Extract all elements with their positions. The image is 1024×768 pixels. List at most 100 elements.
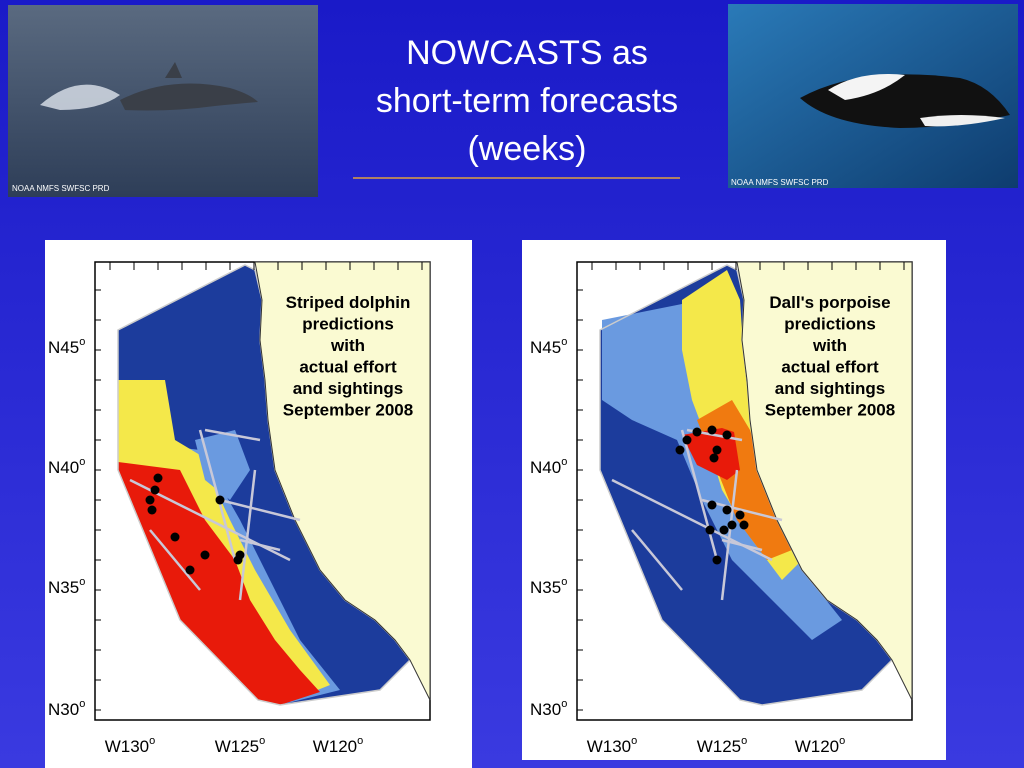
sighting: [735, 510, 745, 520]
title-line: NOWCASTS as: [406, 34, 648, 72]
prediction-zone: [118, 380, 330, 705]
photo: NOAA NMFS SWFSC PRD: [728, 4, 1018, 188]
photo-credit: NOAA NMFS SWFSC PRD: [12, 184, 110, 193]
sighting: [185, 565, 195, 575]
lat-label-text: N30: [530, 700, 561, 719]
lat-label: N45o: [530, 336, 567, 357]
title-line: (weeks): [467, 130, 586, 168]
land: [254, 261, 431, 701]
map-caption: actual effort: [781, 358, 879, 377]
effort-track: [219, 498, 301, 522]
sighting: [707, 425, 717, 435]
degree-mark: o: [79, 336, 85, 348]
map-caption: predictions: [784, 315, 876, 334]
degree-mark: o: [741, 735, 747, 747]
sighting: [719, 525, 729, 535]
sighting: [712, 555, 722, 565]
map-caption: predictions: [302, 315, 394, 334]
lon-label-text: W130: [105, 737, 149, 756]
degree-mark: o: [259, 735, 265, 747]
sighting: [150, 485, 160, 495]
degree-mark: o: [79, 698, 85, 710]
effort-track: [149, 529, 201, 591]
degree-mark: o: [561, 698, 567, 710]
lat-label-text: N40: [530, 458, 561, 477]
degree-mark: o: [631, 735, 637, 747]
effort-track: [680, 429, 719, 561]
sighting: [712, 445, 722, 455]
lat-label: N45o: [48, 336, 85, 357]
map-caption: and sightings: [775, 379, 886, 398]
lat-label: N40o: [530, 456, 567, 477]
lon-label-text: W120: [795, 737, 839, 756]
sighting: [727, 520, 737, 530]
lat-label: N40o: [48, 456, 85, 477]
degree-mark: o: [839, 735, 845, 747]
lat-label-text: N45: [48, 338, 79, 357]
prediction-zone: [682, 428, 740, 480]
photo-credit: NOAA NMFS SWFSC PRD: [731, 178, 829, 187]
map-caption: Dall's porpoise: [769, 293, 890, 312]
lon-label-text: W120: [313, 737, 357, 756]
lat-label: N30o: [48, 698, 85, 719]
sighting: [739, 520, 749, 530]
lon-label: W120o: [313, 735, 364, 756]
prediction-zone: [195, 430, 250, 500]
sighting: [722, 430, 732, 440]
map: Dall's porpoise predictions with actual eff…: [530, 261, 913, 756]
lon-label: W120o: [795, 735, 846, 756]
effort-track: [238, 469, 257, 601]
lon-label-text: W125: [697, 737, 741, 756]
lon-label: W130o: [587, 735, 638, 756]
sighting: [709, 453, 719, 463]
lon-label: W125o: [215, 735, 266, 756]
map-caption: September 2008: [765, 401, 895, 420]
lat-label: N30o: [530, 698, 567, 719]
degree-mark: o: [149, 735, 155, 747]
degree-mark: o: [357, 735, 363, 747]
lon-label: W125o: [697, 735, 748, 756]
lat-label-text: N35: [530, 578, 561, 597]
sighting: [682, 435, 692, 445]
lon-label: W130o: [105, 735, 156, 756]
lat-label-text: N30: [48, 700, 79, 719]
map-caption: actual effort: [299, 358, 397, 377]
map-caption: with: [330, 336, 365, 355]
sighting: [145, 495, 155, 505]
photo: NOAA NMFS SWFSC PRD: [8, 5, 318, 197]
map-caption: and sightings: [293, 379, 404, 398]
sighting: [692, 427, 702, 437]
map: Striped dolphin predictions with actual eff…: [48, 261, 431, 756]
map-caption: with: [812, 336, 847, 355]
lat-label: N35o: [48, 576, 85, 597]
map-caption: Striped dolphin: [286, 293, 411, 312]
sighting: [233, 555, 243, 565]
lon-label-text: W130: [587, 737, 631, 756]
sighting: [153, 473, 163, 483]
map-caption: September 2008: [283, 401, 413, 420]
sighting: [722, 505, 732, 515]
title-line: short-term forecasts: [376, 82, 678, 120]
effort-track: [204, 428, 261, 442]
degree-mark: o: [561, 576, 567, 588]
sighting: [675, 445, 685, 455]
lat-label-text: N45: [530, 338, 561, 357]
effort-track: [631, 529, 683, 591]
land: [736, 261, 913, 701]
effort-track: [721, 538, 763, 552]
effort-track: [198, 429, 237, 561]
degree-mark: o: [79, 456, 85, 468]
sighting: [705, 525, 715, 535]
effort-track: [720, 469, 739, 601]
degree-mark: o: [561, 336, 567, 348]
sighting: [200, 550, 210, 560]
lon-label-text: W125: [215, 737, 259, 756]
sighting: [147, 505, 157, 515]
prediction-zone: [118, 462, 320, 705]
degree-mark: o: [561, 456, 567, 468]
sighting: [707, 500, 717, 510]
effort-track: [239, 538, 281, 552]
lat-label-text: N35: [48, 578, 79, 597]
